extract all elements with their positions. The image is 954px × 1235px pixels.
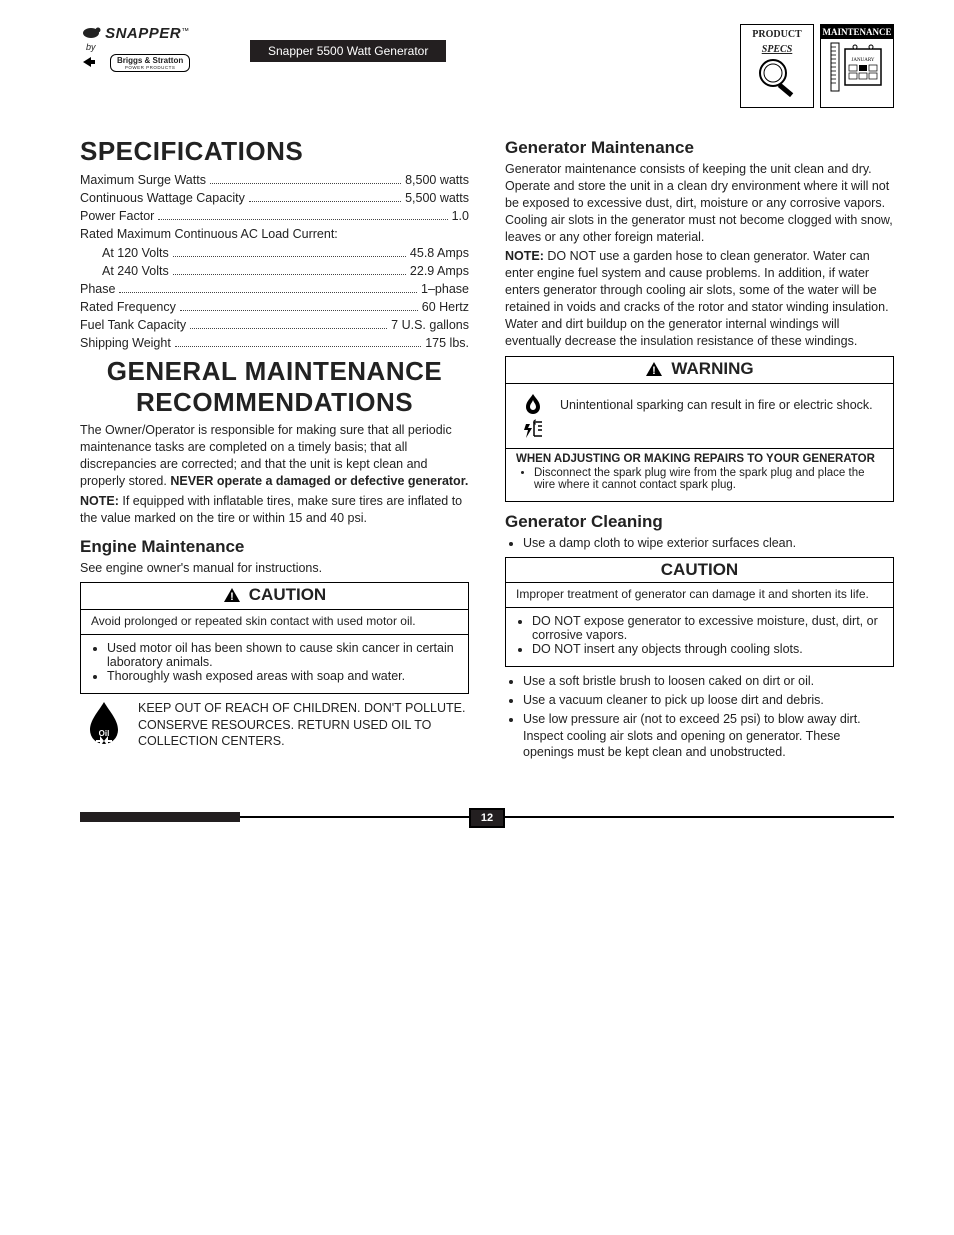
list-item: Thoroughly wash exposed areas with soap …	[107, 669, 458, 683]
list-item: DO NOT expose generator to excessive moi…	[532, 614, 883, 642]
doc-subtitle: Snapper 5500 Watt Generator	[250, 40, 446, 62]
gm-note: NOTE: DO NOT use a garden hose to clean …	[505, 248, 894, 349]
spec-row: Rated Maximum Continuous AC Load Current…	[80, 225, 469, 243]
spec-label: At 240 Volts	[102, 262, 169, 280]
list-item: Used motor oil has been shown to cause s…	[107, 641, 458, 669]
page-footer: 12	[80, 812, 894, 830]
oil-disposal-row: Oil KEEP OUT OF REACH OF CHILDREN. DON'T…	[80, 700, 469, 754]
gmr-note: NOTE: If equipped with inflatable tires,…	[80, 493, 469, 527]
warning-sub-heading: WHEN ADJUSTING OR MAKING REPAIRS TO YOUR…	[516, 453, 883, 465]
caution-box-oil: ! CAUTION Avoid prolonged or repeated sk…	[80, 582, 469, 694]
spec-label: Continuous Wattage Capacity	[80, 189, 245, 207]
spec-value: 7 U.S. gallons	[391, 316, 469, 334]
footer-rule	[240, 816, 894, 818]
page-header: SNAPPER™ by Briggs & Stratton POWER PROD…	[80, 24, 894, 108]
list-item: Use a damp cloth to wipe exterior surfac…	[523, 535, 894, 551]
spec-row: Power Factor 1.0	[80, 207, 469, 225]
spec-row: Fuel Tank Capacity 7 U.S. gallons	[80, 316, 469, 334]
spec-row: At 240 Volts 22.9 Amps	[102, 262, 469, 280]
content-columns: SPECIFICATIONS Maximum Surge Watts 8,500 …	[80, 132, 894, 764]
header-badges: PRODUCT SPECS MAINTENANCE	[740, 24, 894, 108]
magnifier-icon	[753, 55, 801, 99]
spec-label: Rated Frequency	[80, 298, 176, 316]
engine-maintenance-heading: Engine Maintenance	[80, 537, 469, 557]
alert-triangle-icon: !	[645, 361, 663, 377]
generator-maintenance-heading: Generator Maintenance	[505, 138, 894, 158]
specifications-heading: SPECIFICATIONS	[80, 136, 469, 167]
logo-tm: ™	[181, 26, 189, 35]
logo-by: by	[86, 42, 230, 52]
oil-recycle-icon: Oil	[80, 700, 128, 754]
left-column: SPECIFICATIONS Maximum Surge Watts 8,500 …	[80, 132, 469, 764]
gmr-paragraph: The Owner/Operator is responsible for ma…	[80, 422, 469, 490]
list-item: DO NOT insert any objects through coolin…	[532, 642, 883, 656]
caution2-body: Improper treatment of generator can dama…	[506, 583, 893, 608]
spec-row: Rated Frequency 60 Hertz	[80, 298, 469, 316]
oil-disposal-text: KEEP OUT OF REACH OF CHILDREN. DON'T POL…	[138, 700, 469, 749]
spec-label: At 120 Volts	[102, 244, 169, 262]
logo-text: SNAPPER	[105, 25, 181, 42]
warning-title: WARNING	[671, 357, 753, 381]
spec-value: 5,500 watts	[405, 189, 469, 207]
gc-bullet-top: Use a damp cloth to wipe exterior surfac…	[505, 535, 894, 551]
caution-body: Avoid prolonged or repeated skin contact…	[81, 610, 468, 635]
spec-value: 1.0	[452, 207, 469, 225]
spec-label: Shipping Weight	[80, 334, 171, 352]
spec-value: 175 lbs.	[425, 334, 469, 352]
generator-cleaning-heading: Generator Cleaning	[505, 512, 894, 532]
spec-value: 60 Hertz	[422, 298, 469, 316]
warning-bullet-list: Disconnect the spark plug wire from the …	[516, 467, 883, 491]
caution-box-cleaning: CAUTION Improper treatment of generator …	[505, 557, 894, 667]
spec-row: At 120 Volts 45.8 Amps	[102, 244, 469, 262]
gm-paragraph1: Generator maintenance consists of keepin…	[505, 161, 894, 245]
spec-value: 45.8 Amps	[410, 244, 469, 262]
spec-row: Maximum Surge Watts 8,500 watts	[80, 171, 469, 189]
badge-product-specs: PRODUCT SPECS	[740, 24, 814, 108]
spec-label: Rated Maximum Continuous AC Load Current…	[80, 225, 338, 243]
shock-icon	[520, 418, 546, 440]
calendar-ruler-icon: JANUARY	[825, 39, 889, 99]
page-number: 12	[469, 808, 505, 828]
spec-value: 22.9 Amps	[410, 262, 469, 280]
spec-row: Continuous Wattage Capacity 5,500 watts	[80, 189, 469, 207]
footer-accent-bar	[80, 812, 240, 822]
caution2-bullet-list: DO NOT expose generator to excessive moi…	[506, 610, 893, 662]
briggs-logo: Briggs & Stratton POWER PRODUCTS	[110, 54, 190, 72]
caution-title: CAUTION	[249, 583, 326, 607]
fire-icon	[520, 392, 546, 414]
gmr-heading: GENERAL MAINTENANCE RECOMMENDATIONS	[80, 356, 469, 418]
engine-maintenance-text: See engine owner's manual for instructio…	[80, 560, 469, 577]
spec-label: Phase	[80, 280, 115, 298]
list-item: Disconnect the spark plug wire from the …	[534, 467, 883, 491]
spec-row: Shipping Weight 175 lbs.	[80, 334, 469, 352]
list-item: Use a vacuum cleaner to pick up loose di…	[523, 692, 894, 708]
right-column: Generator Maintenance Generator maintena…	[505, 132, 894, 764]
warning-body: Unintentional sparking can result in fir…	[560, 388, 873, 412]
brand-logo: SNAPPER™ by Briggs & Stratton POWER PROD…	[80, 24, 230, 84]
warning-box: ! WARNING Unintentional sparking c	[505, 356, 894, 502]
list-item: Use low pressure air (not to exceed 25 p…	[523, 711, 894, 760]
spec-value: 1–phase	[421, 280, 469, 298]
caution-bullet-list: Used motor oil has been shown to cause s…	[81, 637, 468, 689]
caution2-title: CAUTION	[506, 558, 893, 583]
spec-label: Power Factor	[80, 207, 154, 225]
svg-text:JANUARY: JANUARY	[851, 58, 874, 63]
gc-bullet-list: Use a soft bristle brush to loosen caked…	[505, 673, 894, 760]
list-item: Use a soft bristle brush to loosen caked…	[523, 673, 894, 689]
alert-triangle-icon: !	[223, 587, 241, 603]
spec-label: Maximum Surge Watts	[80, 171, 206, 189]
spec-row: Phase 1–phase	[80, 280, 469, 298]
specifications-list: Maximum Surge Watts8,500 wattsContinuous…	[80, 171, 469, 352]
svg-text:!: !	[653, 365, 657, 377]
spec-value: 8,500 watts	[405, 171, 469, 189]
spec-label: Fuel Tank Capacity	[80, 316, 186, 334]
badge-maintenance: MAINTENANCE JANUARY	[820, 24, 894, 108]
svg-text:!: !	[230, 591, 234, 603]
snapper-turtle-icon	[80, 24, 102, 40]
briggs-arrow-icon	[82, 55, 96, 69]
